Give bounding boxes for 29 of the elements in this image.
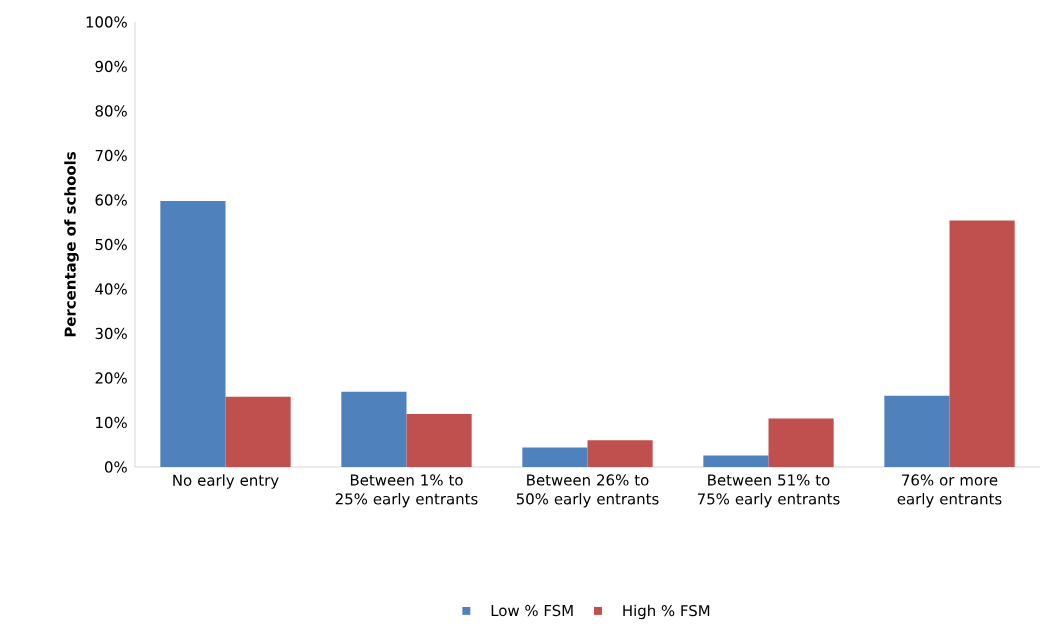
y-tick-label: 80% <box>95 105 127 117</box>
y-tick-label: 20% <box>95 372 127 384</box>
x-tick-label: Between 1% to 25% early entrants <box>335 474 478 508</box>
bar <box>225 396 291 467</box>
y-tick-label: 50% <box>95 238 127 251</box>
legend-label: Low % FSM <box>491 604 573 617</box>
y-tick-label: 40% <box>95 283 127 295</box>
y-tick-label: 100% <box>86 16 127 28</box>
y-tick-label: 0% <box>104 461 127 473</box>
bar <box>587 440 653 467</box>
x-tick-label: Between 51% to 75% early entrants <box>697 474 840 508</box>
y-tick-label: 60% <box>95 194 127 206</box>
legend-label: High % FSM <box>623 604 710 620</box>
bar <box>949 220 1015 467</box>
x-tick-label: 76% or more early entrants <box>897 474 1002 508</box>
bar <box>884 395 950 467</box>
y-tick-label: 70% <box>95 149 127 162</box>
x-tick-label: No early entry <box>173 474 279 489</box>
y-tick-label: 10% <box>96 416 127 429</box>
y-tick-label: 90% <box>95 60 127 73</box>
y-tick-label: 30% <box>95 327 127 340</box>
bar <box>160 200 226 467</box>
y-axis-title: Percentage of schools <box>64 152 79 337</box>
bar <box>522 447 588 467</box>
bar <box>406 414 472 467</box>
bar <box>341 391 407 467</box>
bar <box>703 455 769 467</box>
x-tick-label: Between 26% to 50% early entrants <box>516 474 659 508</box>
bar <box>768 418 834 467</box>
